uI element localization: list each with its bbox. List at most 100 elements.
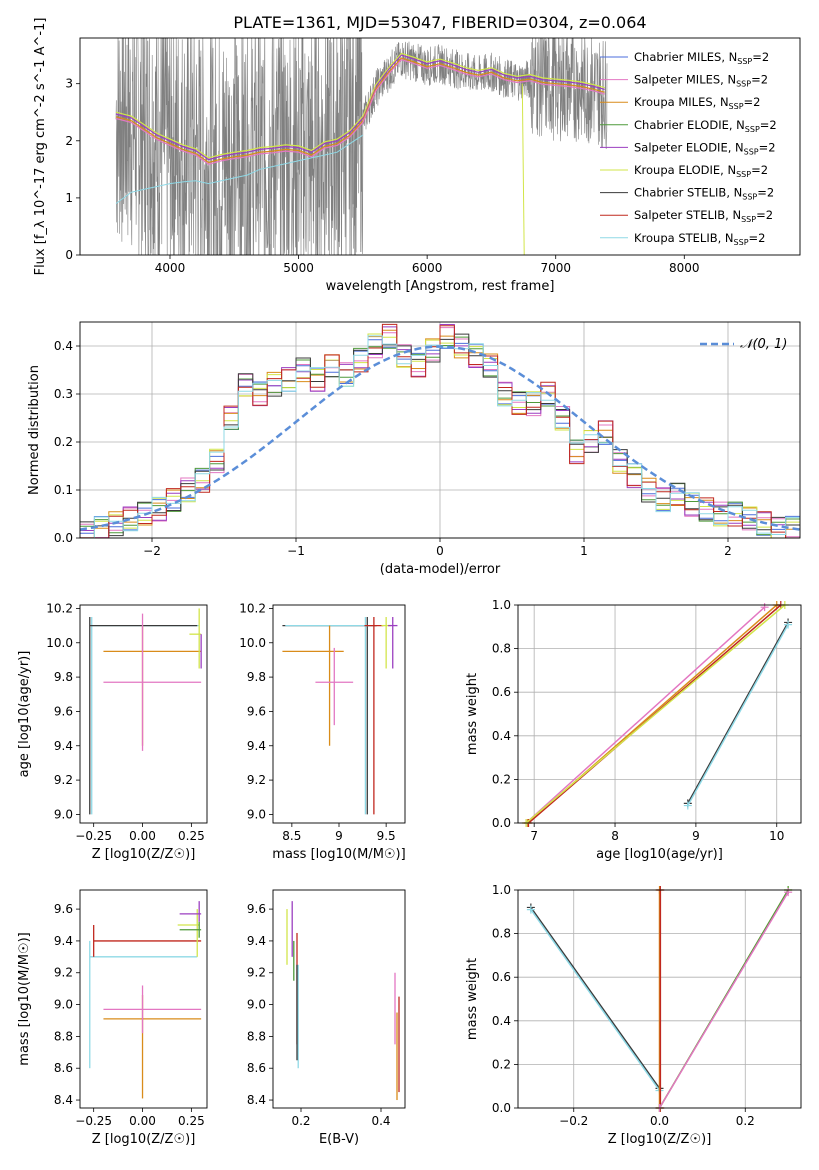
massweight_vs_age-xtick-label: 8 xyxy=(611,829,619,843)
massweight_vs_age-plot xyxy=(522,601,793,827)
age_vs_Z-frame xyxy=(79,604,208,824)
mass-weight-point xyxy=(784,888,793,897)
massweight_vs_Z-frame xyxy=(517,889,802,1109)
massweight_vs_age-xlabel: age [log10(age/yr)] xyxy=(596,847,723,862)
massweight_vs_Z-xtick-label: 0.2 xyxy=(736,1114,755,1128)
mass-weight-line xyxy=(687,622,789,804)
massweight_vs_age-xtick-label: 7 xyxy=(530,829,538,843)
massweight_vs_age-ylabel: mass weight xyxy=(465,673,480,755)
age_vs_mass-ytick-label: 9.6 xyxy=(247,704,266,718)
massweight_vs_Z-xlabel: Z [log10(Z/Z☉)] xyxy=(608,1132,712,1147)
mass-weight-point xyxy=(760,603,769,612)
age_vs_Z-xlabel: Z [log10(Z/Z☉)] xyxy=(92,847,196,862)
spectrum-xtick-label: 7000 xyxy=(540,261,571,275)
mass-weight-line xyxy=(525,606,766,824)
model-spectrum-salpeter-elodie xyxy=(115,54,605,161)
age_vs_mass-axes: 8.5 9 9.5 9.0 9.2 9.4 9.6 9.8 10.0 10.2 mass [log1… xyxy=(239,601,405,862)
mass_vs_Z-xlabel: Z [log10(Z/Z☉)] xyxy=(92,1132,196,1147)
age_vs_Z-ytick-label: 9.2 xyxy=(54,773,73,787)
legend-entry: Salpeter STELIB, NSSP=2 xyxy=(634,208,773,224)
age_vs_Z-ytick-label: 9.0 xyxy=(54,807,73,821)
residuals-xtick-label: −2 xyxy=(143,544,161,558)
residuals-xtick-label: 0 xyxy=(436,544,444,558)
mass_vs_EBV-ytick-label: 8.8 xyxy=(247,1029,266,1043)
model-spectrum-kroupa-miles xyxy=(115,57,605,164)
age_vs_mass-ytick-label: 9.8 xyxy=(247,670,266,684)
residuals-xtick-label: 1 xyxy=(580,544,588,558)
legend-entry: Salpeter ELODIE, NSSP=2 xyxy=(634,140,776,156)
mass_vs_EBV-ytick-label: 9.2 xyxy=(247,966,266,980)
massweight_vs_Z-ytick-label: 0.8 xyxy=(492,927,511,941)
age_vs_Z-xtick-label: −0.25 xyxy=(75,829,112,843)
mass-weight-line xyxy=(658,891,789,1109)
massweight_vs_Z-ytick-label: 0.4 xyxy=(492,1014,511,1028)
age_vs_Z-xtick-label: 0.25 xyxy=(178,829,205,843)
legend-entry: Kroupa MILES, NSSP=2 xyxy=(634,95,760,111)
mass_vs_Z-ylabel: mass [log10(M/M☉)] xyxy=(17,932,32,1065)
observed-spectrum xyxy=(115,38,608,255)
mass_vs_Z-ytick-label: 9.4 xyxy=(54,934,73,948)
massweight_vs_age-ytick-label: 0.8 xyxy=(492,642,511,656)
age_vs_Z-ytick-label: 9.4 xyxy=(54,739,73,753)
mass_vs_EBV-xlabel: E(B-V) xyxy=(319,1132,359,1147)
mass_vs_EBV-axes: 0.2 0.4 8.4 8.6 8.8 9.0 9.2 9.4 9.6 E(B-V) xyxy=(247,902,391,1147)
mass_vs_Z-ytick-label: 8.6 xyxy=(54,1061,73,1075)
residuals-ytick-label: 0.1 xyxy=(54,483,73,497)
massweight_vs_Z-ytick-label: 0.0 xyxy=(492,1101,511,1115)
residuals-xtick-label: 2 xyxy=(724,544,732,558)
age_vs_Z-ytick-label: 10.2 xyxy=(46,601,73,615)
mass_vs_EBV-ytick-label: 8.6 xyxy=(247,1061,266,1075)
spectrum-plot xyxy=(115,38,608,255)
age_vs_mass-ytick-label: 9.0 xyxy=(247,807,266,821)
massweight_vs_age-frame xyxy=(517,604,802,824)
mass_vs_EBV-ytick-label: 8.4 xyxy=(247,1093,266,1107)
mass-weight-line xyxy=(687,624,789,806)
age_vs_Z-ylabel: age [log10(age/yr)] xyxy=(17,651,32,778)
spectrum-ytick-label: 3 xyxy=(65,77,73,91)
mass_vs_EBV-ytick-label: 9.0 xyxy=(247,998,266,1012)
legend-entry: Kroupa ELODIE, NSSP=2 xyxy=(634,163,768,179)
residual-histogram-salpeter-stelib xyxy=(80,323,800,539)
mass_vs_Z-xtick-label: 0.00 xyxy=(129,1114,156,1128)
mass-weight-line xyxy=(530,909,661,1091)
massweight_vs_age-xtick-label: 9 xyxy=(692,829,700,843)
age_vs_mass-frame xyxy=(272,604,406,824)
spectrum-ytick-label: 2 xyxy=(65,134,73,148)
residuals-ytick-label: 0.4 xyxy=(54,339,73,353)
spectrum-xlabel: wavelength [Angstrom, rest frame] xyxy=(326,279,555,294)
massweight_vs_age-ytick-label: 0.2 xyxy=(492,772,511,786)
mass-weight-point xyxy=(526,905,535,914)
model-spectrum-kroupa-stelib xyxy=(115,134,364,205)
residuals-ytick-label: 0.2 xyxy=(54,435,73,449)
massweight_vs_age-ytick-label: 0.0 xyxy=(492,816,511,830)
model-spectrum-salpeter-miles xyxy=(115,59,605,165)
age_vs_mass-ytick-label: 10.2 xyxy=(239,601,266,615)
spectrum-xtick-label: 8000 xyxy=(669,261,700,275)
mass_vs_EBV-xtick-label: 0.4 xyxy=(371,1114,390,1128)
spectrum-xtick-label: 4000 xyxy=(155,261,186,275)
residuals-ylabel: Normed distribution xyxy=(27,365,42,495)
spectrum-frame xyxy=(79,37,801,256)
spectrum-xtick-label: 5000 xyxy=(283,261,314,275)
massweight_vs_age-ytick-label: 0.6 xyxy=(492,685,511,699)
residual-legend-entry: 𝒩(0, 1) xyxy=(740,337,787,352)
mass_vs_Z-xtick-label: 0.25 xyxy=(178,1114,205,1128)
massweight_vs_age-xtick-label: 10 xyxy=(769,829,784,843)
mass_vs_Z-xtick-label: −0.25 xyxy=(75,1114,112,1128)
legend-entry: Chabrier MILES, NSSP=2 xyxy=(634,50,769,66)
age_vs_Z-plot xyxy=(89,608,202,815)
massweight_vs_age-ytick-label: 0.4 xyxy=(492,729,511,743)
age_vs_mass-plot xyxy=(282,617,398,815)
model-spectrum-drop xyxy=(521,83,525,255)
legend-entry: Chabrier ELODIE, NSSP=2 xyxy=(634,118,777,134)
age_vs_mass-ytick-label: 9.2 xyxy=(247,773,266,787)
residuals-xtick-label: −1 xyxy=(287,544,305,558)
mass_vs_EBV-plot xyxy=(286,901,400,1101)
age_vs_mass-xtick-label: 8.5 xyxy=(282,829,301,843)
age_vs_Z-axes: −0.25 0.00 0.25 9.0 9.2 9.4 9.6 9.8 10.0 10.2 Z [l… xyxy=(17,601,205,862)
panels: 4000 5000 6000 7000 8000 0 1 2 3 wavelength [Angs… xyxy=(17,18,802,1147)
mass_vs_Z-frame xyxy=(79,889,208,1109)
massweight_vs_Z-axes: −0.2 0.0 0.2 0.0 0.2 0.4 0.6 0.8 1.0 Z [log10(Z/Z… xyxy=(465,883,801,1147)
mass_vs_EBV-xtick-label: 0.2 xyxy=(291,1114,310,1128)
massweight_vs_age-ytick-label: 1.0 xyxy=(492,598,511,612)
